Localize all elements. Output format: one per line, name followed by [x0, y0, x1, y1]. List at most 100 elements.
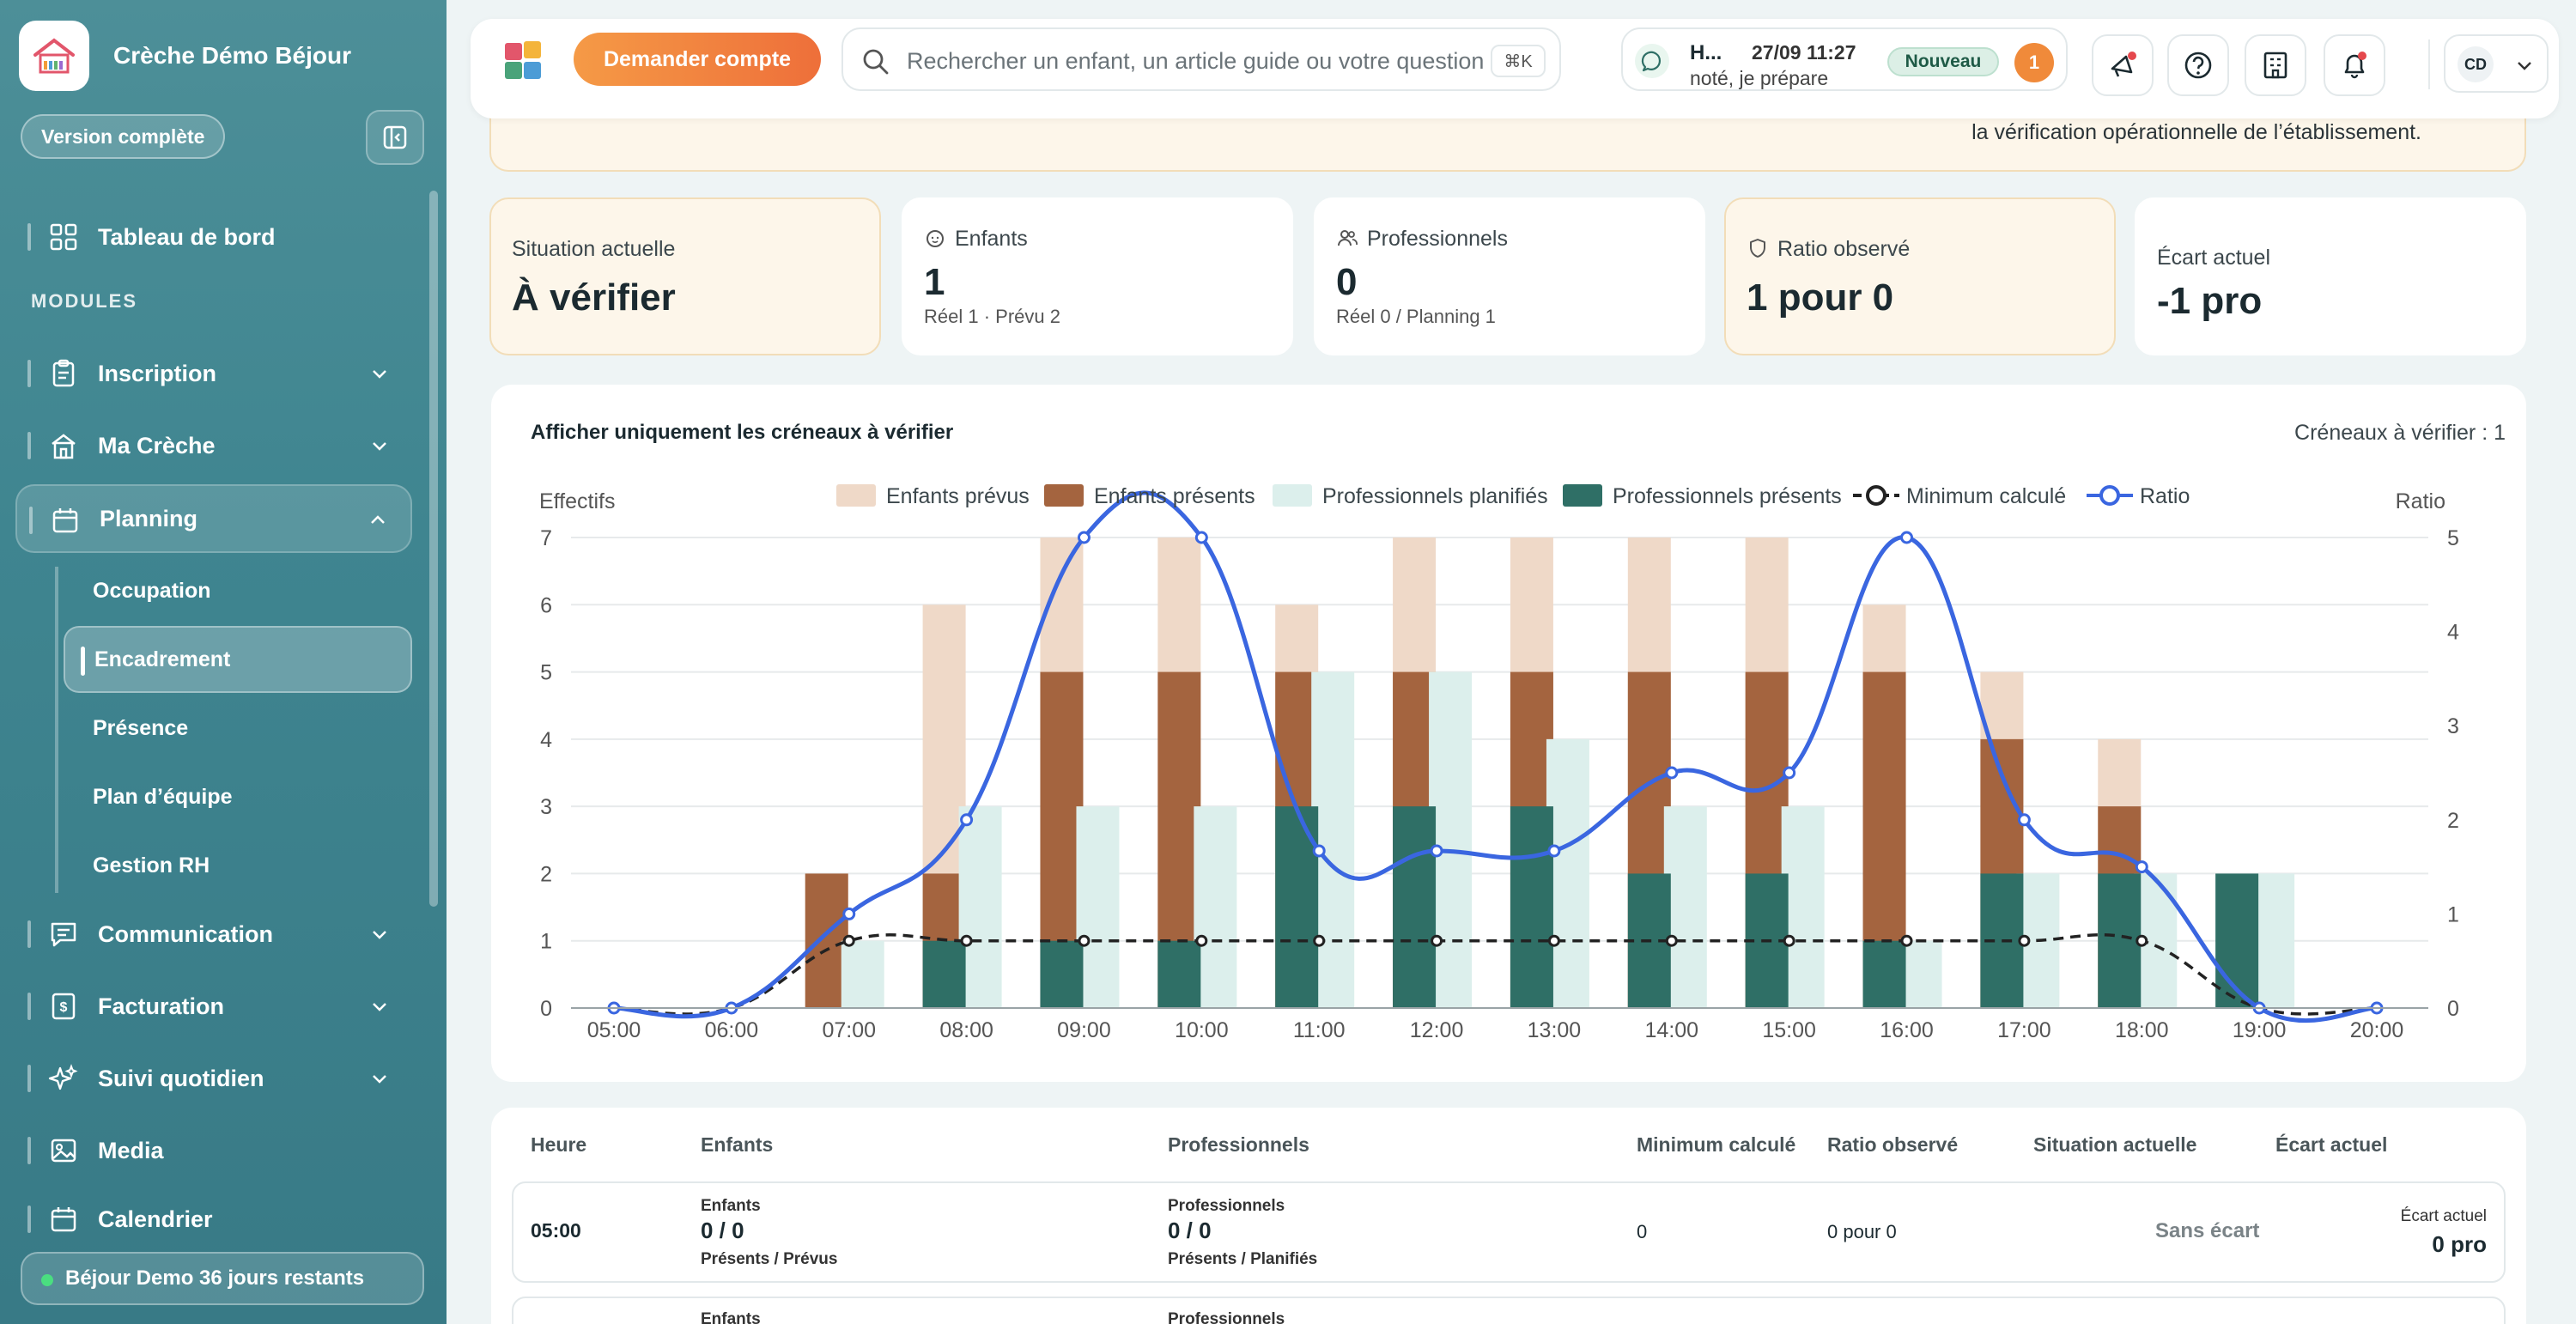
search-icon	[863, 49, 889, 75]
sidebar-subitem-encadrement[interactable]: Encadrement	[64, 626, 412, 693]
sidebar-subitem-occupation[interactable]: Occupation	[93, 578, 211, 603]
chevron-down-icon	[2518, 62, 2531, 70]
point-ratio	[960, 813, 974, 827]
app-logo-icon[interactable]	[503, 39, 543, 82]
help-button[interactable]	[2167, 34, 2229, 96]
search-input[interactable]	[907, 45, 1491, 77]
house-logo-icon	[19, 21, 89, 91]
bar-professionnels-planifies	[958, 806, 1002, 1008]
sidebar-item-planning[interactable]: Planning	[15, 484, 412, 553]
bar-professionnels-presents	[2215, 873, 2259, 1008]
chevron-down-icon	[373, 1003, 386, 1011]
row-pros-label: Professionnels	[1168, 1197, 1285, 1215]
y-axis-label: Effectifs	[539, 489, 615, 513]
slots-to-verify-count: Créneaux à vérifier : 1	[2294, 421, 2506, 445]
sidebar-item-calendrier[interactable]: Calendrier	[15, 1185, 412, 1254]
bar-professionnels-planifies	[2251, 873, 2295, 1008]
point-minimum	[1900, 934, 1913, 947]
demo-status-label: Béjour Demo 36 jours restants	[65, 1266, 365, 1290]
legend-swatch-dot	[1866, 485, 1886, 506]
sidebar-scrollbar[interactable]	[429, 191, 438, 907]
whats-new-button[interactable]	[2092, 34, 2154, 96]
notification-sender: H...	[1690, 41, 1722, 64]
legend-swatch	[1273, 484, 1312, 507]
sidebar-subitem-plan-equipe[interactable]: Plan d’équipe	[93, 784, 233, 809]
calendar-icon	[51, 1207, 76, 1232]
table-row[interactable]: Enfants Professionnels	[512, 1297, 2506, 1324]
row-pros-sub: Présents / Planifiés	[1168, 1250, 1318, 1268]
notifications-button[interactable]	[2324, 34, 2385, 96]
sidebar-subitem-gestion-rh[interactable]: Gestion RH	[93, 853, 210, 878]
sidebar-item-label: Media	[98, 1137, 164, 1163]
y-tick-label: 1	[540, 930, 552, 954]
sidebar-item-facturation[interactable]: $ Facturation	[15, 972, 412, 1041]
sidebar-item-inscription[interactable]: Inscription	[15, 339, 412, 408]
sidebar-item-suivi-quotidien[interactable]: Suivi quotidien	[15, 1044, 412, 1113]
x-tick-label: 13:00	[1528, 1018, 1582, 1042]
filter-verify-toggle[interactable]: Afficher uniquement les créneaux à vérif…	[531, 421, 954, 444]
chevron-up-icon	[371, 515, 385, 524]
point-ratio	[1547, 844, 1561, 858]
topbar: Demander compte ⌘K H... 27/09 11:27 noté…	[471, 19, 2559, 118]
stat-value: À vérifier	[512, 276, 676, 319]
establishment-button[interactable]	[2245, 34, 2306, 96]
point-ratio	[1194, 531, 1208, 544]
stat-card-enfants: Enfants 1 Réel 1 · Prévu 2	[902, 197, 1293, 355]
sidebar-collapse-icon	[383, 125, 407, 149]
point-ratio	[1900, 531, 1914, 544]
x-tick-label: 19:00	[2233, 1018, 2287, 1042]
table-row[interactable]: 05:00 Enfants 0 / 0 Présents / Prévus Pr…	[512, 1181, 2506, 1283]
sidebar-item-communication[interactable]: Communication	[15, 900, 412, 969]
bar-professionnels-presents	[922, 940, 966, 1008]
point-minimum	[2018, 934, 2031, 947]
stat-title: Situation actuelle	[512, 237, 676, 261]
message-notification[interactable]: H... 27/09 11:27 noté, je prépare Nouvea…	[1621, 27, 2068, 91]
y-tick-label: 7	[540, 526, 552, 550]
row-situation: Sans écart	[2155, 1219, 2260, 1242]
search-bar: ⌘K	[841, 27, 1561, 91]
chart-card: Afficher uniquement les créneaux à vérif…	[491, 385, 2526, 1082]
sidebar-item-ma-creche[interactable]: Ma Crèche	[15, 411, 412, 480]
user-menu[interactable]: CD	[2444, 34, 2549, 93]
bell-icon	[2344, 52, 2366, 79]
brand[interactable]: Crèche Démo Béjour	[19, 21, 351, 91]
chat-bubble-icon	[1635, 44, 1669, 78]
request-account-button[interactable]: Demander compte	[574, 33, 821, 86]
collapse-sidebar-button[interactable]	[366, 110, 424, 165]
point-minimum	[1313, 934, 1326, 947]
sidebar-subitem-presence[interactable]: Présence	[93, 715, 189, 740]
row-pros-label: Professionnels	[1168, 1310, 1285, 1324]
help-icon	[2184, 52, 2212, 79]
row-ecart-label: Écart actuel	[2400, 1207, 2487, 1225]
row-children-label: Enfants	[701, 1310, 761, 1324]
y-tick-label: 5	[540, 661, 552, 685]
legend-swatch	[836, 484, 876, 507]
stat-title: Professionnels	[1367, 227, 1508, 251]
building-icon	[52, 434, 76, 459]
bar-professionnels-planifies	[1194, 806, 1237, 1008]
series-line-ratio	[613, 490, 2378, 1023]
point-ratio	[1665, 766, 1679, 780]
version-badge[interactable]: Version complète	[21, 114, 226, 159]
point-minimum	[1195, 934, 1208, 947]
sidebar-item-media[interactable]: Media	[15, 1116, 412, 1185]
bar-professionnels-presents	[1040, 940, 1084, 1008]
chevron-down-icon	[373, 1075, 386, 1084]
sidebar-item-label: Communication	[98, 920, 274, 947]
series-line-minimum	[613, 933, 2378, 1016]
y-tick-label: 4	[540, 728, 552, 752]
sidebar-item-tableau-de-bord[interactable]: Tableau de bord	[15, 203, 412, 271]
demo-status-badge[interactable]: Béjour Demo 36 jours restants	[21, 1252, 424, 1305]
point-minimum	[1431, 934, 1443, 947]
banner-text: la vérification opérationnelle de l’étab…	[1971, 120, 2421, 144]
y2-tick-label: 3	[2447, 714, 2459, 738]
sparkles-icon	[48, 1064, 78, 1090]
column-header: Minimum calculé	[1637, 1133, 1796, 1156]
shield-icon	[1750, 239, 1765, 258]
invoice-icon: $	[52, 993, 76, 1020]
sidebar-item-label: Calendrier	[98, 1206, 213, 1232]
chevron-down-icon	[373, 931, 386, 939]
point-ratio	[1077, 531, 1091, 544]
x-tick-label: 07:00	[822, 1018, 876, 1042]
point-ratio	[1783, 766, 1796, 780]
